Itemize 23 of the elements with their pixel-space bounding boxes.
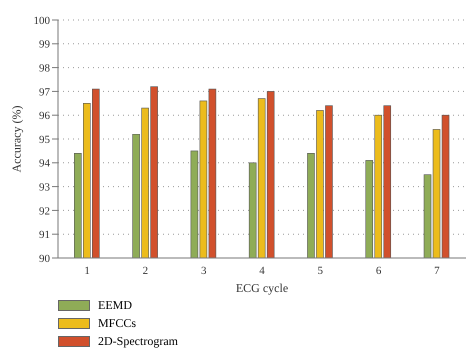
x-axis-title: ECG cycle [236, 281, 288, 295]
x-tick-label: 5 [318, 264, 324, 277]
x-tick-label: 7 [434, 264, 440, 277]
y-tick-label: 99 [39, 38, 50, 51]
x-tick-label: 2 [142, 264, 148, 277]
y-tick-label: 100 [34, 14, 50, 27]
x-tick-label: 4 [259, 264, 266, 277]
y-tick-label: 91 [39, 229, 50, 242]
legend-label: 2D-Spectrogram [98, 334, 178, 349]
y-tick-label: 98 [39, 62, 50, 75]
y-tick-label: 94 [39, 158, 50, 170]
y-axis-title: Accuracy (%) [9, 106, 24, 172]
x-tick-label: 6 [376, 264, 382, 277]
y-tick-label: 90 [39, 252, 50, 265]
x-tick-label: 3 [200, 264, 207, 277]
y-tick-label: 97 [39, 86, 50, 98]
y-tick-label: 96 [39, 110, 50, 122]
legend-label: EEMD [98, 298, 132, 313]
legend-label: MFCCs [98, 316, 136, 331]
x-tick-label: 1 [84, 264, 90, 277]
y-tick-label: 95 [39, 134, 50, 146]
y-tick-label: 93 [39, 182, 50, 194]
y-tick-label: 92 [39, 205, 50, 218]
